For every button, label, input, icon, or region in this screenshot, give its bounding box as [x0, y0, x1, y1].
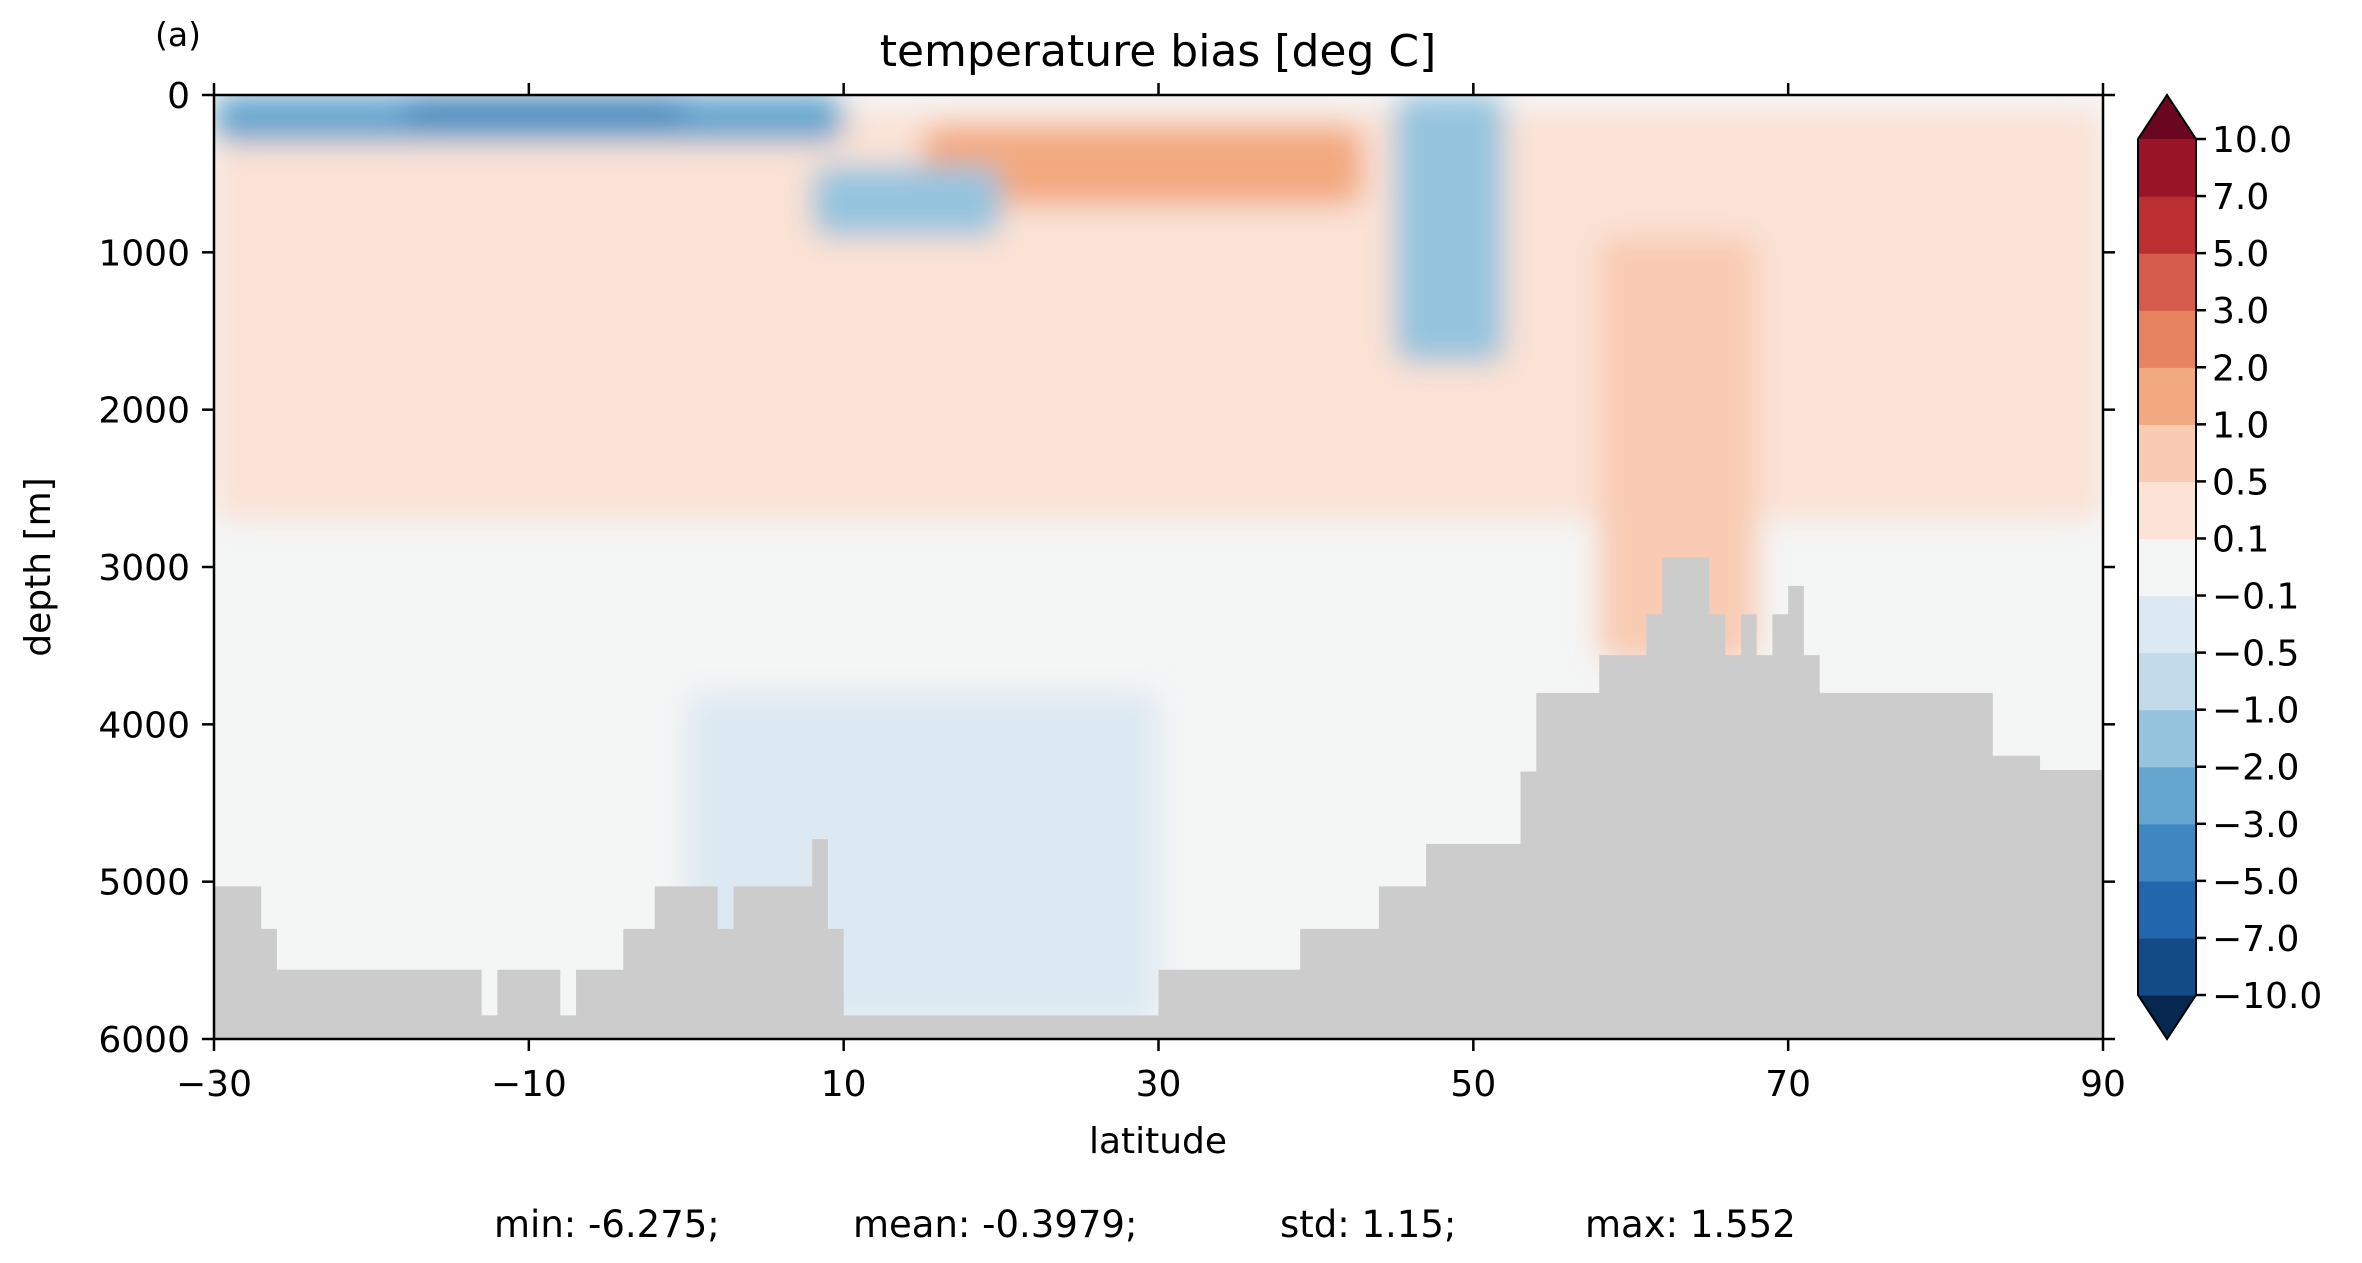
colorbar-extend-low — [2138, 995, 2196, 1039]
colorbar-tick-label: −3.0 — [2212, 805, 2299, 846]
colorbar-tick-label: −2.0 — [2212, 748, 2299, 789]
colorbar-tick-label: 2.0 — [2212, 348, 2269, 389]
stat-std: std: 1.15; — [1280, 1203, 1456, 1246]
y-tick-label: 5000 — [98, 863, 190, 904]
y-tick-label: 4000 — [98, 705, 190, 746]
x-axis-label: latitude — [1089, 1121, 1227, 1162]
bias-region-6 — [1599, 236, 1757, 662]
colorbar-swatch — [2138, 253, 2196, 311]
stats-line: min: -6.275; mean: -0.3979; std: 1.15; m… — [494, 1203, 1796, 1246]
y-axis: 0 1000 2000 3000 4000 5000 6000 — [98, 76, 2115, 1061]
y-tick-label: 3000 — [98, 548, 190, 589]
x-tick-label: −10 — [491, 1064, 567, 1105]
bias-field-contours — [214, 95, 2103, 1024]
colorbar: −10.0 −7.0 −5.0 −3.0 −2.0 −1.0 −0.5 −0.1 0.1 0.5 1… — [2137, 93, 2322, 1041]
colorbar-tick-label: 0.5 — [2212, 462, 2269, 503]
colorbar-tick-label: 3.0 — [2212, 291, 2269, 332]
bathymetry-mask — [214, 557, 2103, 1039]
colorbar-swatch — [2138, 139, 2196, 197]
y-tick-label: 1000 — [98, 233, 190, 274]
x-tick-label: 10 — [821, 1064, 867, 1105]
colorbar-swatch — [2138, 367, 2196, 425]
colorbar-swatch — [2138, 595, 2196, 654]
colorbar-swatch — [2138, 196, 2196, 254]
colorbar-tick-label: −5.0 — [2212, 862, 2299, 903]
colorbar-tick-label: −0.1 — [2212, 577, 2299, 618]
plot-area — [212, 93, 2105, 1041]
colorbar-tick-label: 10.0 — [2212, 120, 2292, 161]
colorbar-swatch — [2138, 709, 2196, 768]
colorbar-tick-label: −0.5 — [2212, 634, 2299, 675]
y-tick-label: 6000 — [98, 1020, 190, 1061]
stat-mean: mean: -0.3979; — [853, 1203, 1137, 1246]
x-tick-label: −30 — [176, 1064, 252, 1105]
colorbar-swatch — [2138, 310, 2196, 368]
colorbar-extend-high — [2138, 95, 2196, 139]
bias-region-4 — [812, 165, 1002, 237]
y-tick-label: 2000 — [98, 391, 190, 432]
colorbar-tick-label: −10.0 — [2212, 976, 2322, 1017]
colorbar-swatch — [2138, 424, 2196, 482]
x-tick-label: 70 — [1765, 1064, 1811, 1105]
colorbar-tick-label: 7.0 — [2212, 177, 2269, 218]
bias-region-2 — [402, 104, 687, 119]
colorbar-swatch — [2138, 481, 2196, 540]
panel-label: (a) — [155, 15, 201, 54]
bias-region-3 — [922, 126, 1364, 206]
colorbar-swatch — [2138, 937, 2196, 996]
x-tick-label: 30 — [1136, 1064, 1182, 1105]
x-axis: −30 −10 10 30 50 70 90 — [176, 83, 2126, 1105]
colorbar-swatch — [2138, 823, 2196, 882]
colorbar-swatch — [2138, 880, 2196, 939]
colorbar-tick-label: 1.0 — [2212, 405, 2269, 446]
y-tick-label: 0 — [167, 76, 190, 117]
colorbar-tick-label: 5.0 — [2212, 234, 2269, 275]
colorbar-tick-label: −1.0 — [2212, 691, 2299, 732]
x-tick-label: 90 — [2080, 1064, 2126, 1105]
colorbar-tick-label: −7.0 — [2212, 919, 2299, 960]
y-axis-label: depth [m] — [18, 477, 59, 656]
colorbar-swatch — [2138, 652, 2196, 711]
colorbar-tick-label: 0.1 — [2212, 519, 2269, 560]
stat-min: min: -6.275; — [494, 1203, 720, 1246]
bias-region-5 — [1394, 95, 1505, 363]
stat-max: max: 1.552 — [1585, 1203, 1796, 1246]
x-tick-label: 50 — [1450, 1064, 1496, 1105]
chart-title: temperature bias [deg C] — [880, 26, 1437, 77]
colorbar-swatch — [2138, 538, 2196, 597]
colorbar-swatch — [2138, 766, 2196, 825]
